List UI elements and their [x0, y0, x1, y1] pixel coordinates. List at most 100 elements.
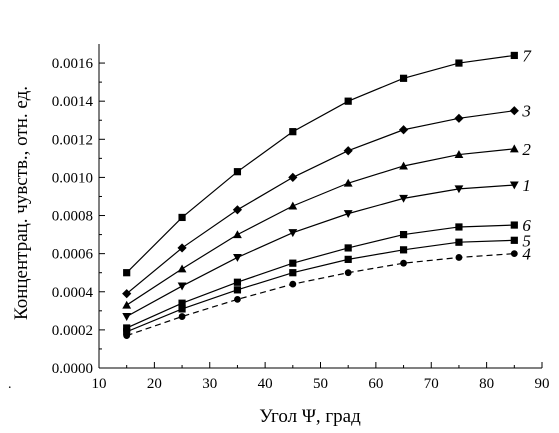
data-point-diamond [454, 113, 464, 123]
data-point-square [399, 230, 408, 239]
series-label: 6 [522, 216, 531, 235]
data-point-circle [123, 332, 131, 339]
data-point-square [510, 236, 518, 244]
data-point-diamond [398, 125, 409, 135]
data-point-square [289, 269, 297, 277]
series-label: 5 [522, 231, 531, 250]
data-point-square [233, 278, 242, 286]
x-tick-label: 10 [92, 376, 107, 392]
x-tick-label: 30 [202, 376, 217, 392]
data-point-triangle-down [509, 181, 519, 190]
data-point-triangle-up [177, 264, 187, 273]
data-point-circle [289, 280, 297, 288]
data-point-circle [234, 295, 241, 303]
data-point-diamond [509, 106, 519, 116]
data-point-square [289, 259, 297, 267]
data-point-square [344, 244, 352, 252]
series-3 [122, 106, 519, 299]
y-tick-label: 0.0008 [52, 209, 93, 225]
data-point-square [399, 246, 408, 254]
data-point-diamond [177, 243, 187, 253]
series-labels: 7 3 2 1 654 [521, 46, 532, 263]
data-point-circle [455, 254, 463, 261]
data-point-triangle-up [233, 230, 242, 239]
y-tick-label: 0.0012 [52, 132, 93, 148]
y-tick-label: 0.0000 [52, 361, 93, 377]
data-point-square [344, 255, 352, 263]
data-point-square [178, 213, 186, 222]
x-tick-label: 40 [258, 376, 273, 392]
series-label: 2 [522, 140, 531, 159]
data-point-triangle-down [177, 282, 187, 291]
data-point-triangle-down [122, 313, 132, 321]
data-point-diamond [232, 205, 243, 215]
data-point-triangle-down [288, 229, 298, 238]
series-4 [123, 250, 518, 339]
data-point-triangle-up [288, 201, 298, 210]
y-tick-label: 0.0002 [52, 323, 93, 339]
y-tick-label: 0.0010 [52, 170, 93, 186]
data-point-triangle-up [454, 150, 464, 159]
chart-axes: 10 20 30 40 50 60 70 80 90 0.0000 0.0002 0.0004 0.00… [52, 44, 550, 392]
y-tick-label: 0.0006 [52, 247, 94, 263]
data-point-square [123, 324, 131, 332]
data-point-circle [510, 250, 518, 258]
data-point-square [178, 305, 186, 313]
data-point-square [233, 168, 242, 176]
data-point-square [123, 328, 131, 336]
data-point-diamond [288, 172, 298, 183]
series-label: 3 [521, 102, 531, 121]
data-point-square [455, 59, 463, 67]
series-2 [122, 144, 519, 309]
x-tick-label: 50 [313, 376, 328, 392]
series-line [126, 110, 515, 295]
data-point-square [510, 51, 518, 60]
data-point-square [289, 128, 297, 136]
x-axis-title: Угол Ψ, град [259, 406, 361, 427]
series-layer [122, 51, 519, 339]
data-point-circle [400, 259, 407, 267]
data-point-square [399, 74, 408, 82]
y-tick-label: 0.0004 [52, 285, 94, 301]
x-tick-label: 80 [479, 376, 494, 392]
data-point-diamond [343, 146, 353, 156]
data-point-triangle-down [343, 210, 353, 219]
data-point-circle [178, 313, 186, 320]
series-label: 1 [522, 176, 531, 195]
x-tick-label: 60 [368, 376, 383, 392]
series-line [126, 224, 515, 329]
data-point-square [233, 286, 242, 294]
data-point-circle [344, 269, 352, 277]
x-tick-label: 20 [147, 376, 162, 392]
series-label: 4 [522, 245, 531, 264]
data-point-square [455, 223, 463, 231]
data-point-triangle-down [454, 185, 464, 194]
series-6 [123, 221, 518, 332]
series-7 [123, 51, 518, 277]
data-point-diamond [122, 289, 132, 299]
data-point-square [510, 221, 518, 229]
series-5 [123, 236, 518, 336]
series-line [126, 54, 515, 274]
stray-mark: . [8, 377, 12, 392]
series-label: 7 [522, 46, 532, 65]
data-point-triangle-down [233, 253, 242, 262]
data-point-square [344, 97, 352, 105]
data-point-triangle-down [399, 194, 408, 203]
data-point-square [123, 269, 131, 277]
x-tick-label: 90 [535, 376, 550, 392]
x-tick-label: 70 [424, 376, 439, 392]
series-1 [122, 181, 519, 321]
y-tick-label: 0.0014 [52, 94, 94, 110]
data-point-triangle-up [122, 300, 132, 309]
y-axis-title: Концентрац. чувств., отн. ед. [11, 86, 32, 320]
series-line [126, 148, 515, 306]
y-tick-label: 0.0016 [52, 56, 94, 72]
series-line [126, 253, 515, 337]
data-point-square [178, 299, 186, 307]
data-point-triangle-up [343, 178, 353, 187]
data-point-square [455, 238, 463, 246]
series-line [126, 239, 515, 333]
data-point-triangle-up [399, 161, 408, 170]
